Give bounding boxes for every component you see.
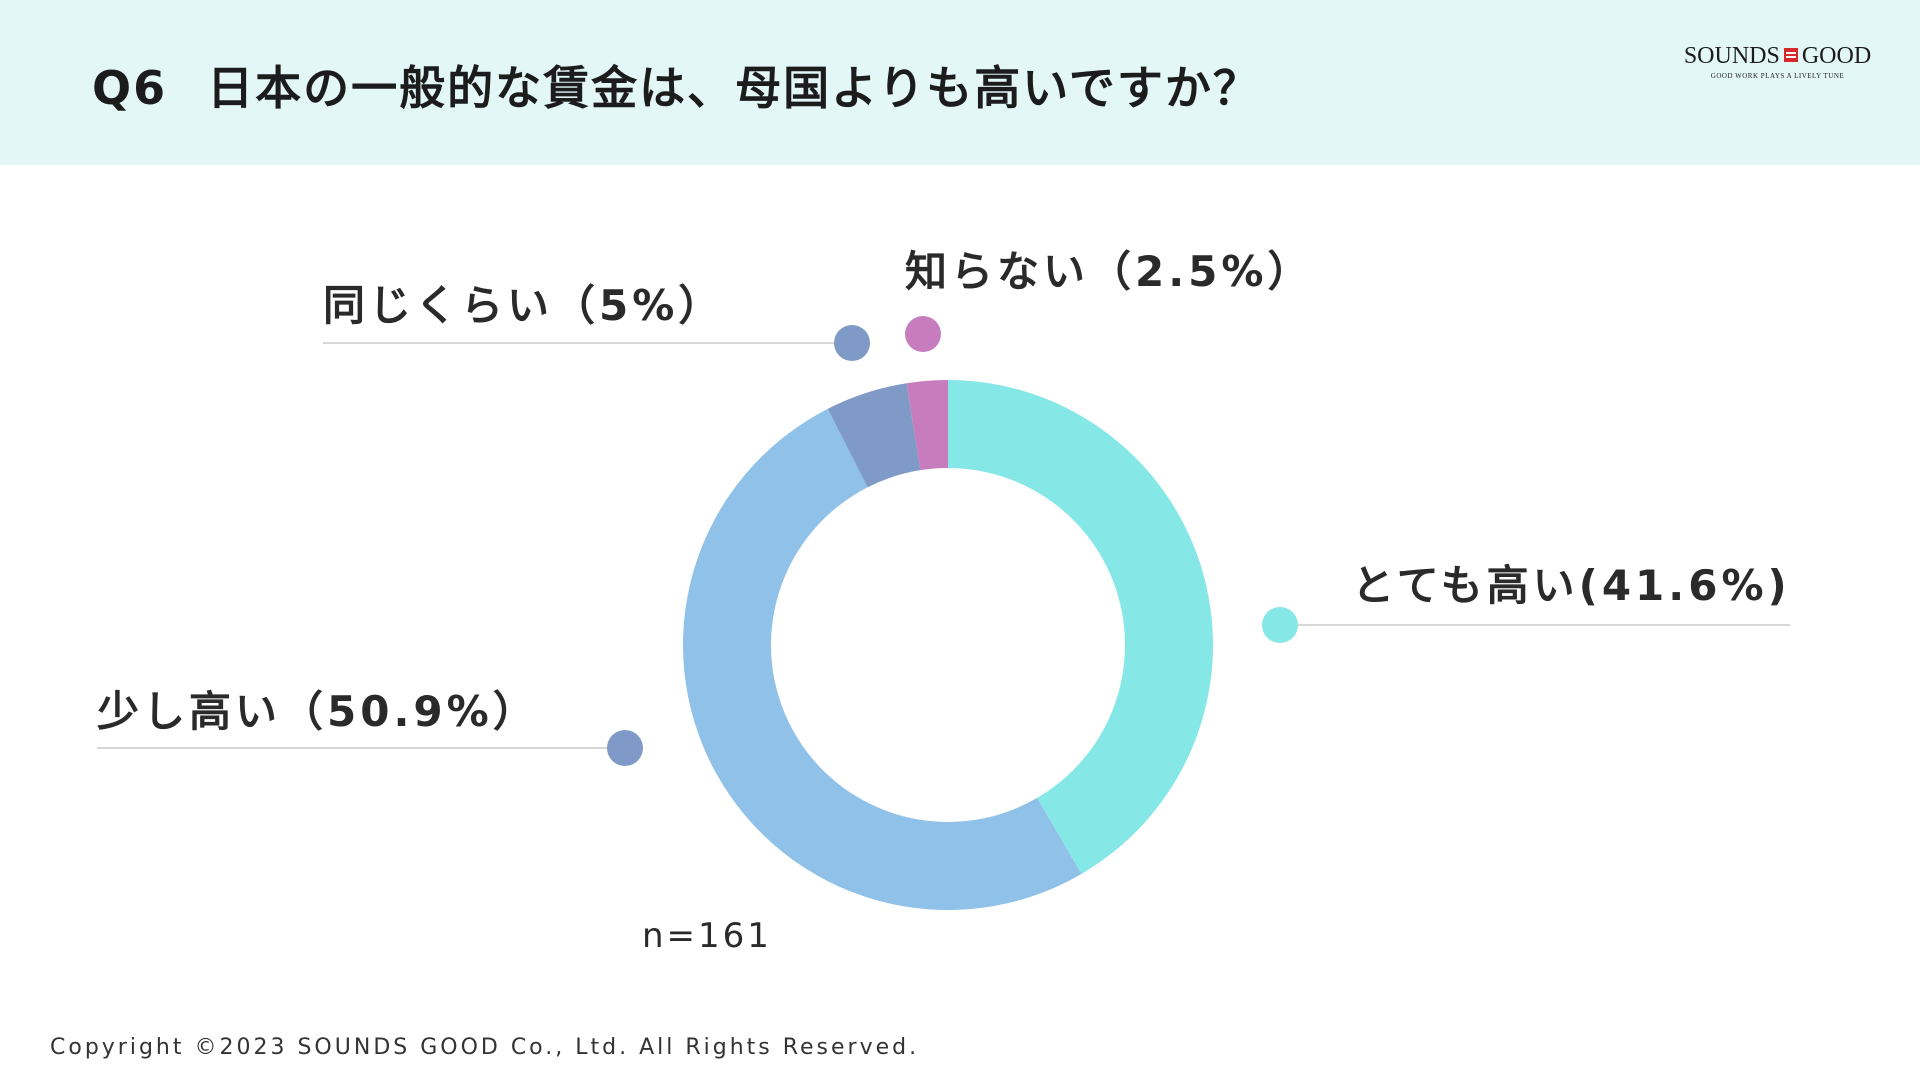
logo-right-word: GOOD (1801, 43, 1872, 69)
slice-label-slightly-high: 少し高い（50.9%） (97, 687, 539, 736)
header-band: Q6 日本の一般的な賃金は、母国よりも高いですか？ SOUNDS GOOD GOOD… (0, 0, 1920, 165)
callout-dot-about-same (834, 325, 870, 361)
logo-tagline: GOOD WORK PLAYS A LIVELY TUNE (1710, 72, 1845, 80)
slice-dont-know (906, 380, 948, 471)
logo-left-word: SOUNDS (1683, 43, 1780, 69)
callout-dot-very-high (1262, 607, 1298, 643)
slice-label-about-same: 同じくらい（5%） (323, 281, 725, 330)
callout-dot-slightly-high (607, 730, 643, 766)
logo-wordmark: SOUNDS GOOD (1665, 42, 1890, 70)
slice-label-very-high: とても高い(41.6%) (1352, 561, 1791, 610)
page-title: Q6 日本の一般的な賃金は、母国よりも高いですか？ (92, 52, 1261, 118)
slice-slightly-high (682, 408, 1082, 911)
sample-size: n=161 (642, 916, 772, 956)
question-number: Q6 (92, 61, 168, 115)
slice-very-high (948, 380, 1213, 874)
company-logo: SOUNDS GOOD GOOD WORK PLAYS A LIVELY TUNE (1665, 42, 1890, 80)
question-text: 日本の一般的な賃金は、母国よりも高いですか？ (207, 61, 1261, 115)
donut-slices (682, 380, 1213, 911)
slice-about-same (827, 383, 921, 488)
copyright: Copyright ©2023 SOUNDS GOOD Co., Ltd. Al… (50, 1035, 920, 1060)
callout-lines (97, 316, 1790, 766)
callout-dot-dont-know (905, 316, 941, 352)
slice-label-dont-know: 知らない（2.5%） (905, 247, 1314, 296)
logo-mark-icon (1783, 48, 1798, 62)
